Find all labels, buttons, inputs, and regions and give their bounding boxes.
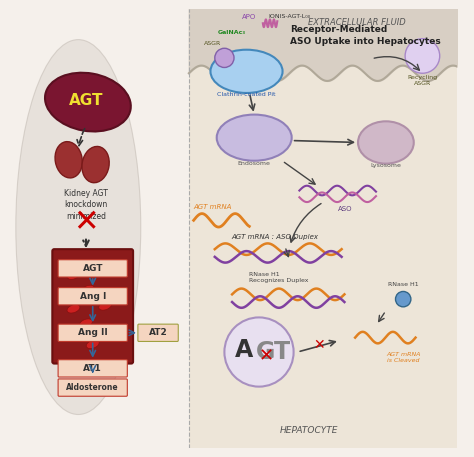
FancyBboxPatch shape bbox=[52, 249, 133, 364]
Text: Receptor-Mediated
ASO Uptake into Hepatocytes: Receptor-Mediated ASO Uptake into Hepato… bbox=[290, 25, 440, 46]
Text: AGT mRNA: AGT mRNA bbox=[194, 204, 232, 210]
FancyBboxPatch shape bbox=[58, 260, 128, 277]
Text: Ang II: Ang II bbox=[78, 328, 108, 337]
Text: Kidney AGT
knockdown
minimized: Kidney AGT knockdown minimized bbox=[64, 189, 108, 221]
Ellipse shape bbox=[96, 266, 109, 275]
Text: GalNAc₃: GalNAc₃ bbox=[218, 30, 246, 35]
Ellipse shape bbox=[358, 121, 414, 164]
FancyBboxPatch shape bbox=[58, 287, 128, 305]
Text: Clathrin-coated Pit: Clathrin-coated Pit bbox=[217, 92, 276, 97]
Text: ASGR: ASGR bbox=[204, 41, 221, 46]
Text: APO: APO bbox=[242, 14, 256, 20]
Text: AGT: AGT bbox=[69, 93, 103, 108]
Circle shape bbox=[224, 318, 293, 387]
Ellipse shape bbox=[64, 329, 77, 337]
Ellipse shape bbox=[45, 73, 131, 132]
Ellipse shape bbox=[55, 142, 82, 178]
Text: Ang I: Ang I bbox=[80, 292, 106, 301]
Ellipse shape bbox=[102, 324, 116, 332]
Text: ASO: ASO bbox=[338, 206, 353, 212]
Ellipse shape bbox=[217, 115, 292, 161]
Text: GT: GT bbox=[256, 340, 291, 364]
Text: AGT: AGT bbox=[82, 264, 103, 273]
Text: AGT mRNA
is Cleaved: AGT mRNA is Cleaved bbox=[386, 352, 420, 363]
Circle shape bbox=[215, 48, 234, 68]
Ellipse shape bbox=[16, 40, 141, 414]
FancyBboxPatch shape bbox=[138, 324, 178, 341]
Ellipse shape bbox=[82, 285, 94, 294]
FancyBboxPatch shape bbox=[58, 379, 128, 396]
Ellipse shape bbox=[82, 146, 109, 183]
Text: EXTRACELLULAR FLUID: EXTRACELLULAR FLUID bbox=[308, 17, 406, 27]
Ellipse shape bbox=[99, 302, 112, 310]
Text: ✕: ✕ bbox=[313, 338, 324, 352]
Ellipse shape bbox=[86, 340, 99, 349]
Ellipse shape bbox=[67, 304, 80, 313]
Ellipse shape bbox=[210, 50, 283, 93]
Text: ✕: ✕ bbox=[73, 208, 99, 237]
Circle shape bbox=[395, 292, 411, 307]
Text: Endosome: Endosome bbox=[238, 161, 271, 166]
Text: AT1: AT1 bbox=[83, 364, 102, 373]
Text: AT2: AT2 bbox=[149, 328, 167, 337]
Text: HEPATOCYTE: HEPATOCYTE bbox=[280, 425, 338, 435]
FancyBboxPatch shape bbox=[58, 324, 128, 341]
Text: AGT mRNA : ASO Duplex: AGT mRNA : ASO Duplex bbox=[232, 234, 319, 239]
Text: Aldosterone: Aldosterone bbox=[66, 383, 119, 392]
Text: Lysosome: Lysosome bbox=[371, 163, 401, 168]
Text: ✕: ✕ bbox=[259, 347, 274, 365]
Text: IONIS-AGT-L₀₀: IONIS-AGT-L₀₀ bbox=[269, 14, 311, 19]
Circle shape bbox=[405, 39, 440, 73]
FancyBboxPatch shape bbox=[58, 360, 128, 377]
Ellipse shape bbox=[67, 271, 80, 279]
Text: Recycling
ASGR: Recycling ASGR bbox=[407, 75, 438, 86]
Text: A: A bbox=[235, 338, 253, 362]
Text: RNase H1: RNase H1 bbox=[388, 282, 419, 287]
Ellipse shape bbox=[80, 319, 92, 328]
Polygon shape bbox=[189, 9, 457, 448]
Text: RNase H1
Recognizes Duplex: RNase H1 Recognizes Duplex bbox=[249, 271, 309, 283]
